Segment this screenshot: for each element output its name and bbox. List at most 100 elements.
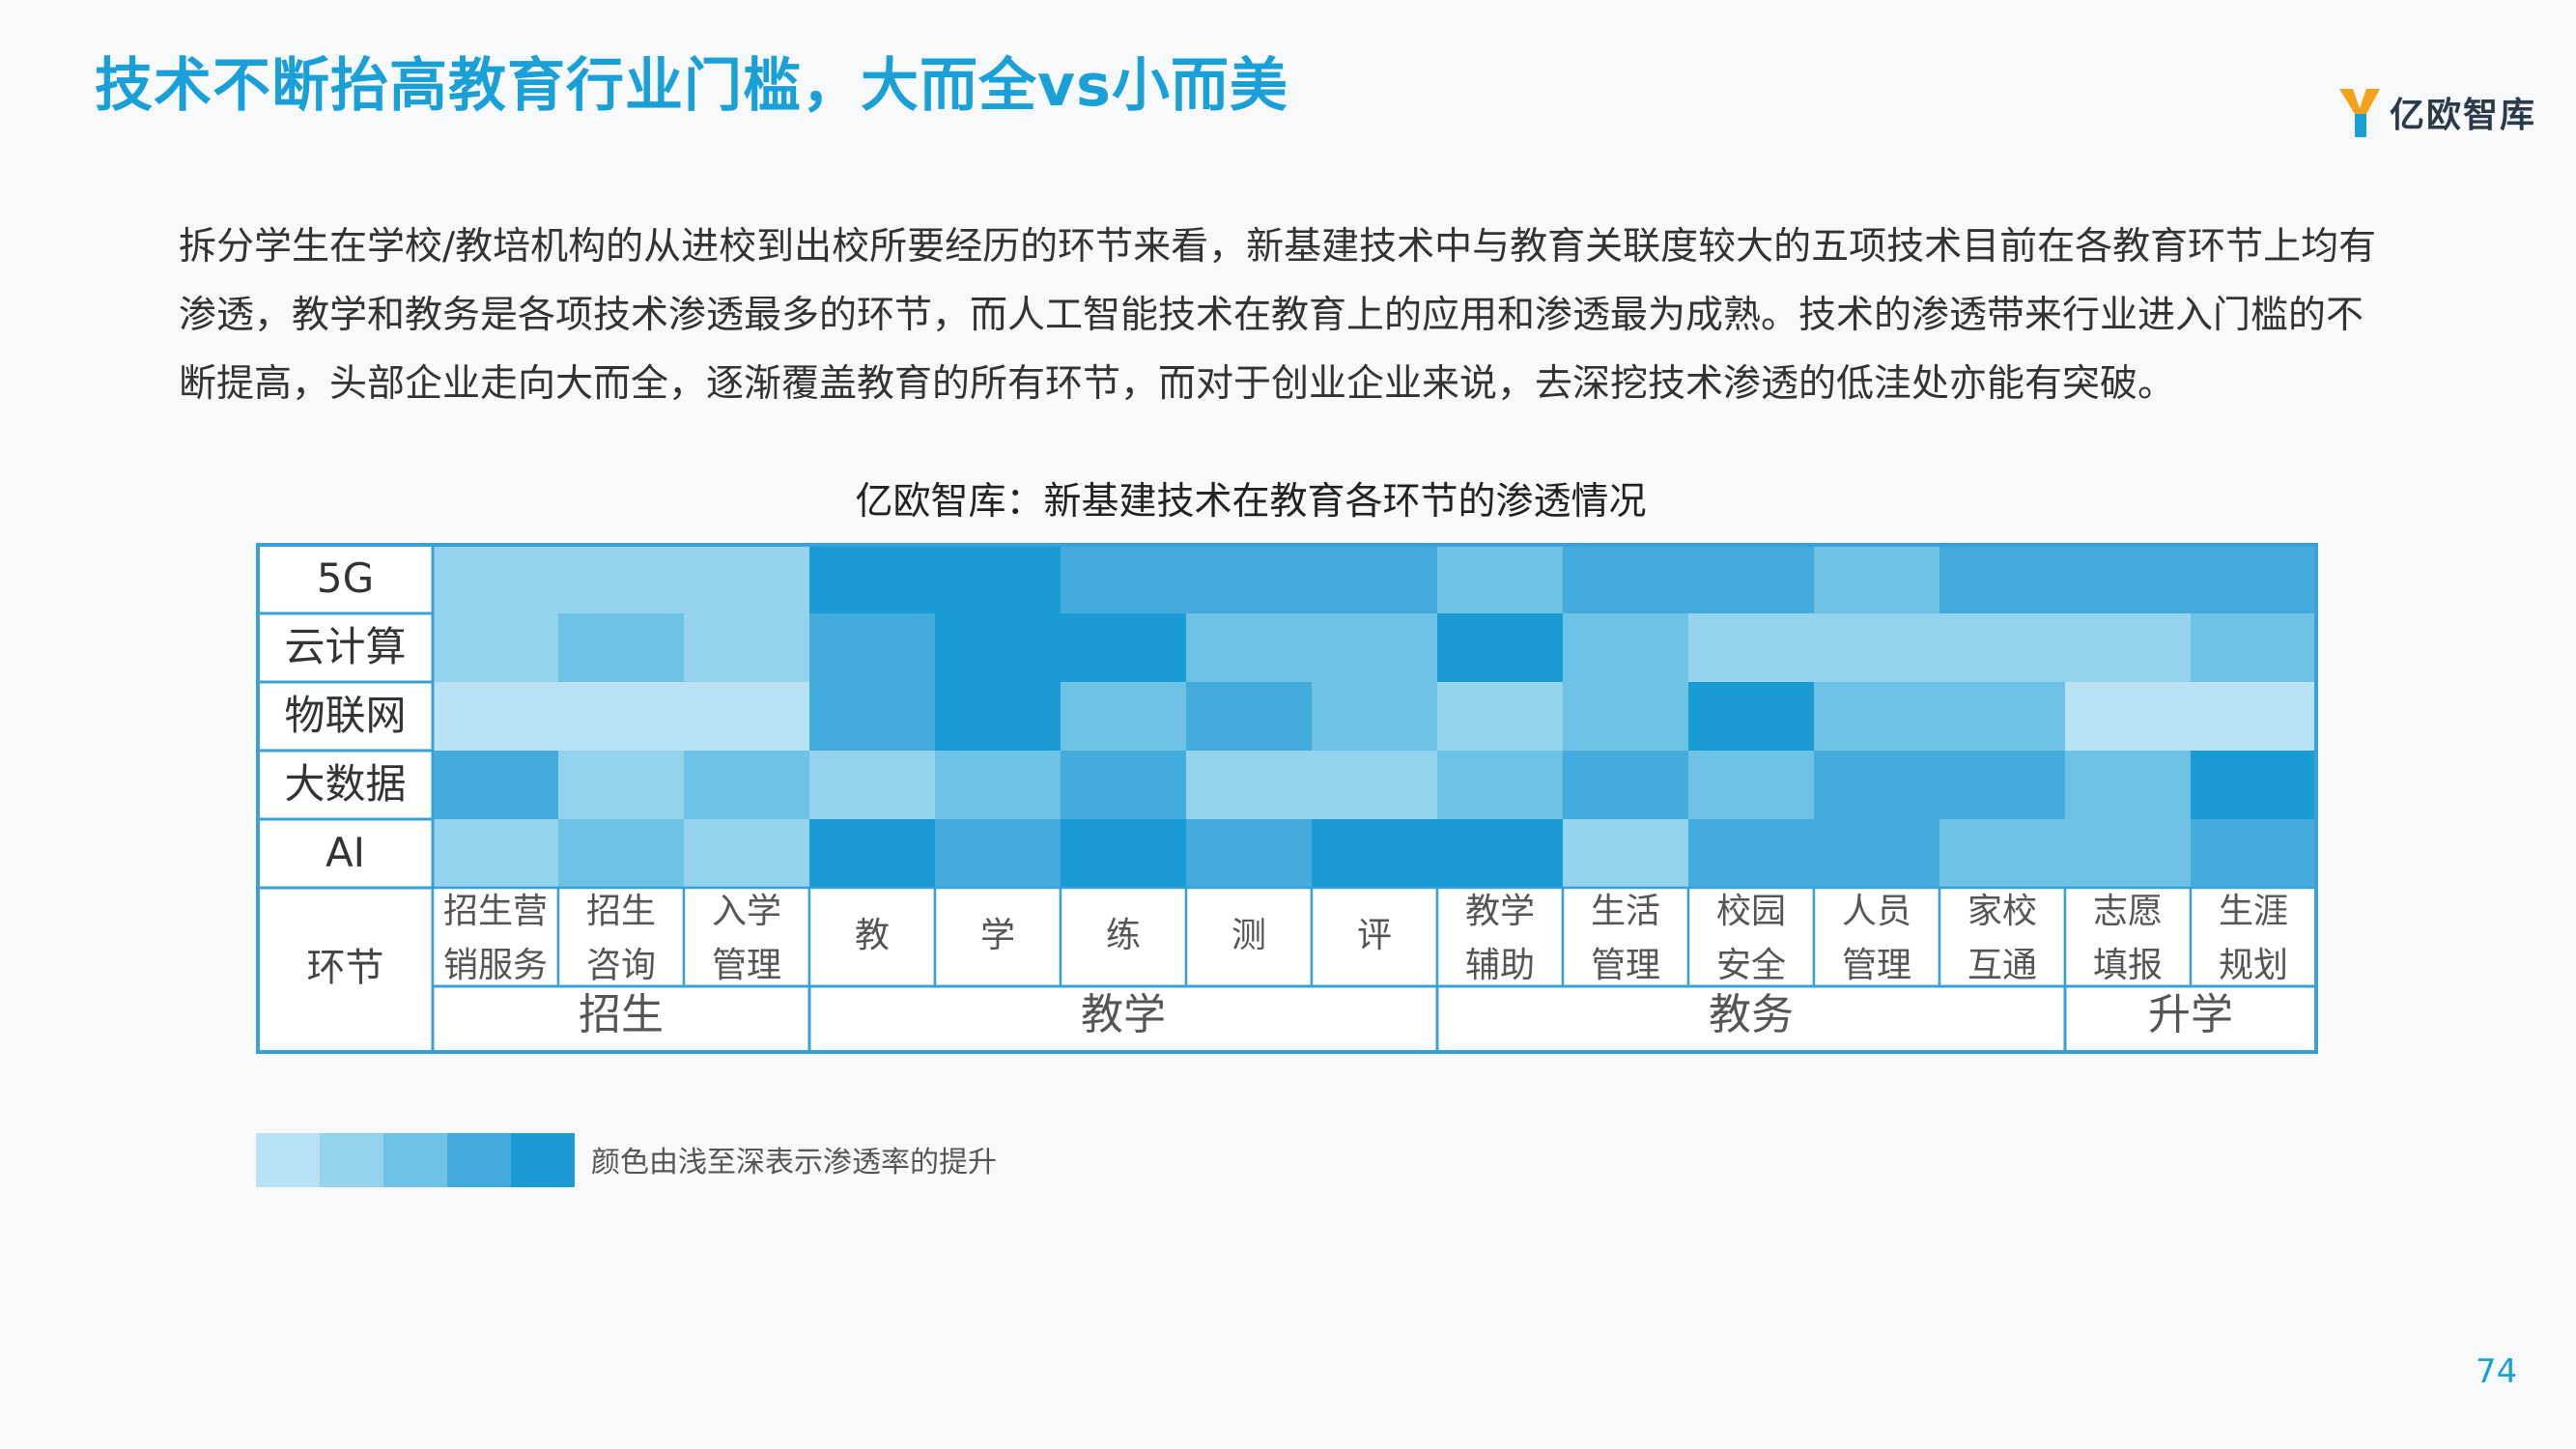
chart-frame [256, 543, 2318, 1054]
heat-cell [558, 751, 684, 819]
intro-line: 拆分学生在学校/教培机构的从进校到出校所要经历的环节来看，新基建技术中与教育关联… [179, 225, 2377, 269]
intro-line: 渗透，教学和教务是各项技术渗透最多的环节，而人工智能技术在教育上的应用和渗透最为… [179, 294, 2364, 337]
column-label: 生活 [1591, 892, 1660, 931]
heat-cell [935, 819, 1061, 888]
heat-cell [809, 751, 935, 819]
heat-cell [1437, 819, 1563, 888]
heat-cell [558, 545, 684, 613]
heat-cell [1939, 613, 2065, 682]
group-cell [1435, 984, 2067, 1054]
heat-cell [1312, 682, 1437, 751]
group-label: 教学 [1081, 990, 1166, 1039]
heat-cell [809, 819, 935, 888]
column-label: 学 [980, 916, 1015, 955]
heat-cell [1186, 545, 1312, 613]
column-label-cell [2063, 886, 2193, 988]
column-label: 填报 [2093, 946, 2163, 985]
row-label: 大数据 [284, 760, 406, 808]
heat-cell [1688, 613, 1814, 682]
column-label: 校园 [1716, 892, 1786, 931]
heat-cell [1814, 819, 1939, 888]
heat-cell [1437, 545, 1563, 613]
heat-cell [1688, 819, 1814, 888]
heat-cell [2191, 613, 2316, 682]
heat-cell [558, 682, 684, 751]
column-label-cell [1561, 886, 1690, 988]
heat-cell [1688, 682, 1814, 751]
heat-cell [1939, 819, 2065, 888]
heat-cell [433, 682, 558, 751]
heat-cell [1939, 751, 2065, 819]
column-label: 招生营 [443, 892, 548, 931]
intro-line: 断提高，头部企业走向大而全，逐渐覆盖教育的所有环节，而对于创业企业来说，去深挖技… [179, 362, 2176, 406]
heat-cell [1186, 682, 1312, 751]
group-label: 升学 [2148, 990, 2233, 1039]
column-label: 互通 [1967, 946, 2037, 985]
column-label: 生涯 [2219, 892, 2288, 931]
column-label: 管理 [712, 946, 781, 985]
stage-header-label: 环节 [307, 946, 384, 990]
heat-cell [684, 819, 809, 888]
page-title: 技术不断抬高教育行业门槛，大而全vs小而美 [95, 52, 1288, 120]
heat-cell [2065, 751, 2191, 819]
column-label: 入学 [712, 892, 781, 931]
legend-label: 颜色由浅至深表示渗透率的提升 [591, 1146, 997, 1179]
column-label: 练 [1106, 916, 1141, 955]
logo-mark-icon [2339, 89, 2380, 137]
heat-cell [1437, 682, 1563, 751]
heat-cell [2191, 751, 2316, 819]
column-label: 教 [855, 916, 890, 955]
heat-cell [935, 613, 1061, 682]
heat-cell [1688, 751, 1814, 819]
heat-cell [1814, 545, 1939, 613]
heat-cell [2065, 819, 2191, 888]
heat-cell [1061, 819, 1186, 888]
heat-cell [1312, 613, 1437, 682]
heat-cell [2191, 545, 2316, 613]
heat-cell [1312, 819, 1437, 888]
chart-title: 亿欧智库：新基建技术在教育各环节的渗透情况 [855, 480, 1647, 524]
column-label: 志愿 [2093, 892, 2163, 931]
legend-swatch [383, 1133, 447, 1187]
brand-logo: 亿欧智库 [2337, 83, 2536, 141]
heat-cell [1061, 751, 1186, 819]
group-cell [431, 984, 811, 1054]
heat-cell [809, 682, 935, 751]
heat-cell [1939, 682, 2065, 751]
heat-cell [1186, 613, 1312, 682]
column-label: 评 [1357, 916, 1392, 955]
group-label: 招生 [579, 990, 664, 1039]
column-label-cell [1310, 886, 1439, 988]
row-header-cell [256, 611, 435, 684]
column-label: 教学 [1465, 892, 1535, 931]
group-label: 教务 [1709, 990, 1794, 1039]
heat-cell [2065, 682, 2191, 751]
column-label: 规划 [2219, 946, 2288, 985]
column-label: 家校 [1967, 892, 2037, 931]
legend-swatch [320, 1133, 383, 1187]
heat-cell [1061, 682, 1186, 751]
column-label: 管理 [1842, 946, 1911, 985]
heat-cell [2191, 682, 2316, 751]
heat-cell [558, 613, 684, 682]
heat-cell [935, 751, 1061, 819]
heat-cell [1186, 819, 1312, 888]
heat-cell [684, 682, 809, 751]
legend-swatch [447, 1133, 511, 1187]
heat-cell [809, 613, 935, 682]
heat-cell [684, 751, 809, 819]
heat-cell [2191, 819, 2316, 888]
heat-cell [1061, 613, 1186, 682]
heat-cell [433, 751, 558, 819]
row-label: AI [326, 829, 365, 876]
column-label: 测 [1231, 916, 1266, 955]
heat-cell [1939, 545, 2065, 613]
logo-text: 亿欧智库 [2390, 96, 2537, 135]
heat-cell [1437, 751, 1563, 819]
heat-cell [558, 819, 684, 888]
heat-cell [809, 545, 935, 613]
heat-cell [433, 545, 558, 613]
column-label-cell [556, 886, 686, 988]
heat-cell [1814, 613, 1939, 682]
